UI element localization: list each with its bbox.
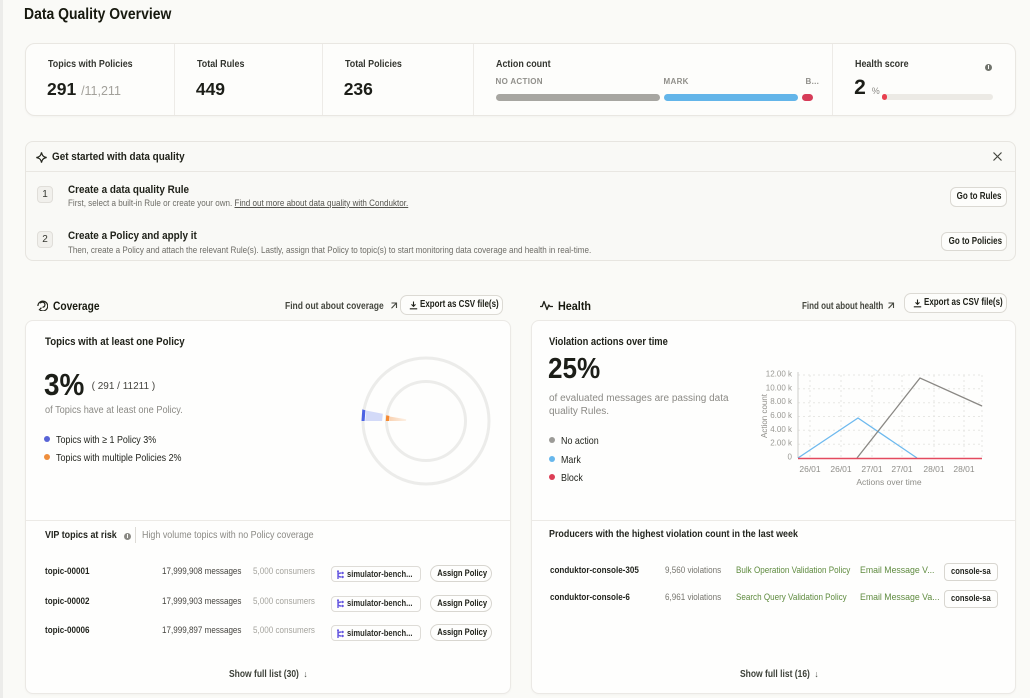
svg-text:10.00 k: 10.00 k bbox=[766, 383, 793, 392]
svg-text:6.00 k: 6.00 k bbox=[770, 411, 793, 420]
svg-text:26/01: 26/01 bbox=[799, 464, 821, 474]
svg-text:26/01: 26/01 bbox=[830, 464, 852, 474]
svg-text:27/01: 27/01 bbox=[861, 464, 883, 474]
svg-text:28/01: 28/01 bbox=[953, 464, 975, 474]
svg-text:4.00 k: 4.00 k bbox=[770, 425, 793, 434]
svg-text:Action count: Action count bbox=[760, 393, 769, 438]
svg-text:28/01: 28/01 bbox=[923, 464, 945, 474]
svg-text:2.00 k: 2.00 k bbox=[770, 439, 793, 448]
svg-text:Actions over time: Actions over time bbox=[856, 477, 921, 487]
svg-text:8.00 k: 8.00 k bbox=[770, 397, 793, 406]
svg-text:12.00 k: 12.00 k bbox=[766, 370, 793, 379]
svg-text:0: 0 bbox=[788, 453, 793, 462]
svg-text:27/01: 27/01 bbox=[891, 464, 913, 474]
